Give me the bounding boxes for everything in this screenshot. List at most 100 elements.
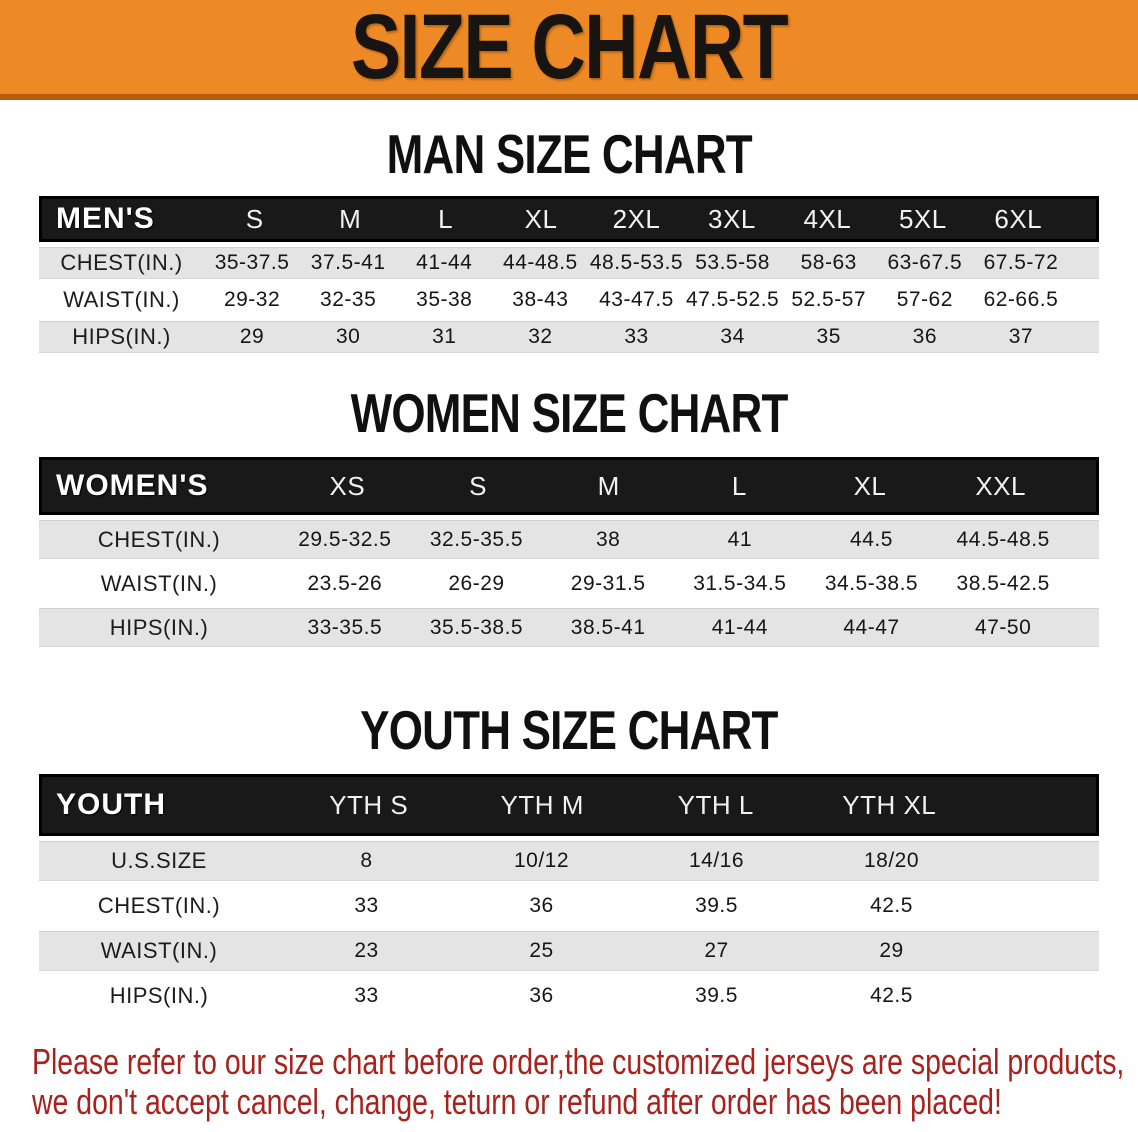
measurement-value: 27 bbox=[704, 939, 729, 962]
measurement-value: 35-37.5 bbox=[214, 251, 290, 274]
measurement-value: 34.5-38.5 bbox=[824, 571, 919, 595]
measurement-value: 33 bbox=[354, 984, 379, 1007]
measurement-label: CHEST(IN.) bbox=[97, 893, 221, 918]
youth-section-heading-text: YOUTH SIZE CHART bbox=[360, 699, 778, 761]
size-table-header-row: YOUTH YTH S YTH M YTH L YTH XL bbox=[39, 774, 1099, 836]
measurement-value: 32-35 bbox=[320, 288, 377, 311]
measurement-row: U.S.SIZE 8 10/12 14/16 18/20 bbox=[39, 841, 1099, 881]
measurement-value: 33 bbox=[624, 325, 649, 348]
men-size-table: MEN'S S M L XL 2XL 3XL 4XL 5XL 6XL CHEST(IN.) 35-37… bbox=[39, 196, 1099, 353]
measurement-value: 44.5 bbox=[850, 527, 893, 551]
measurement-value: 43-47.5 bbox=[599, 288, 674, 311]
measurement-value: 52.5-57 bbox=[791, 288, 867, 311]
measurement-label: HIPS(IN.) bbox=[72, 324, 171, 349]
size-column-header: XXL bbox=[975, 470, 1026, 501]
size-column-header: 5XL bbox=[898, 203, 947, 234]
measurement-value: 32 bbox=[528, 325, 553, 348]
measurement-value: 26-29 bbox=[448, 571, 505, 595]
measurement-value: 38.5-41 bbox=[570, 615, 646, 639]
measurement-value: 44.5-48.5 bbox=[956, 527, 1050, 551]
size-column-header: S bbox=[469, 470, 487, 501]
man-section-heading: MAN SIZE CHART bbox=[0, 126, 1138, 182]
measurement-value: 36 bbox=[912, 325, 937, 348]
disclaimer-line-2: we don't accept cancel, change, teturn o… bbox=[32, 1081, 1002, 1122]
measurement-value: 29-31.5 bbox=[570, 571, 646, 595]
measurement-value: 23 bbox=[354, 939, 379, 962]
measurement-value: 38.5-42.5 bbox=[956, 571, 1050, 595]
measurement-row: HIPS(IN.) 29 30 31 32 33 34 35 36 37 bbox=[39, 321, 1099, 353]
size-column-header: YTH S bbox=[329, 789, 409, 820]
size-column-header: YTH XL bbox=[842, 789, 937, 820]
measurement-value: 38-43 bbox=[512, 288, 569, 311]
measurement-value: 57-62 bbox=[896, 288, 953, 311]
measurement-value: 31.5-34.5 bbox=[693, 571, 787, 595]
measurement-row: CHEST(IN.) 33 36 39.5 42.5 bbox=[39, 886, 1099, 926]
youth-section-heading: YOUTH SIZE CHART bbox=[0, 702, 1138, 758]
women-size-table: WOMEN'S XS S M L XL XXL CHEST(IN.) 29.5-32.5 32.5… bbox=[39, 457, 1099, 647]
measurement-value: 23.5-26 bbox=[307, 571, 383, 595]
size-table-header-row: MEN'S S M L XL 2XL 3XL 4XL 5XL 6XL bbox=[39, 196, 1099, 242]
measurement-value: 29 bbox=[879, 939, 904, 962]
measurement-value: 35-38 bbox=[416, 288, 473, 311]
measurement-value: 63-67.5 bbox=[887, 251, 963, 274]
measurement-value: 44-47 bbox=[843, 615, 900, 639]
size-column-header: L bbox=[438, 203, 454, 234]
page-title: SIZE CHART bbox=[350, 0, 789, 98]
size-column-header: S bbox=[245, 203, 264, 234]
women-section-heading: WOMEN SIZE CHART bbox=[0, 385, 1138, 441]
size-column-header: XS bbox=[329, 470, 366, 501]
measurement-value: 53.5-58 bbox=[695, 251, 770, 274]
size-column-header: 2XL bbox=[612, 203, 661, 234]
size-column-header: M bbox=[597, 470, 620, 501]
size-column-header: 6XL bbox=[994, 203, 1043, 234]
measurement-label: WAIST(IN.) bbox=[100, 938, 218, 963]
measurement-value: 36 bbox=[529, 894, 554, 917]
measurement-value: 47-50 bbox=[975, 615, 1032, 639]
table-title-cell: MEN'S bbox=[56, 202, 155, 235]
measurement-label: CHEST(IN.) bbox=[97, 526, 221, 552]
measurement-value: 33 bbox=[354, 894, 379, 917]
measurement-value: 29 bbox=[239, 325, 265, 348]
size-column-header: L bbox=[731, 470, 747, 501]
measurement-value: 37.5-41 bbox=[310, 251, 386, 274]
measurement-label: HIPS(IN.) bbox=[109, 983, 209, 1008]
banner: SIZE CHART bbox=[0, 0, 1138, 100]
measurement-row: WAIST(IN.) 29-32 32-35 35-38 38-43 43-47.5 47.… bbox=[39, 284, 1099, 316]
measurement-label: U.S.SIZE bbox=[111, 848, 207, 873]
measurement-value: 35 bbox=[816, 325, 841, 348]
measurement-value: 18/20 bbox=[863, 849, 920, 872]
measurement-value: 8 bbox=[360, 849, 373, 872]
measurement-value: 58-63 bbox=[800, 251, 857, 274]
size-column-header: YTH M bbox=[500, 789, 584, 820]
measurement-value: 48.5-53.5 bbox=[589, 251, 684, 274]
table-title-cell: YOUTH bbox=[56, 788, 166, 821]
measurement-value: 25 bbox=[529, 939, 554, 962]
measurement-row: WAIST(IN.) 23.5-26 26-29 29-31.5 31.5-34.5 34… bbox=[39, 564, 1099, 603]
size-column-header: 4XL bbox=[803, 203, 852, 234]
youth-size-table: YOUTH YTH S YTH M YTH L YTH XL U.S.SIZE 8 10/12… bbox=[39, 774, 1099, 1016]
measurement-label: WAIST(IN.) bbox=[100, 570, 218, 596]
measurement-value: 34 bbox=[720, 325, 745, 348]
measurement-value: 42.5 bbox=[870, 894, 913, 917]
disclaimer: Please refer to our size chart before or… bbox=[0, 1042, 1138, 1122]
measurement-value: 37 bbox=[1008, 325, 1034, 348]
measurement-row: CHEST(IN.) 29.5-32.5 32.5-35.5 38 41 44.5 44.5… bbox=[39, 520, 1099, 559]
measurement-value: 31 bbox=[432, 325, 457, 348]
size-column-header: XL bbox=[853, 470, 887, 501]
measurement-label: HIPS(IN.) bbox=[109, 614, 209, 640]
measurement-value: 10/12 bbox=[513, 849, 570, 872]
measurement-value: 47.5-52.5 bbox=[685, 288, 780, 311]
measurement-row: HIPS(IN.) 33-35.5 35.5-38.5 38.5-41 41-44 44-… bbox=[39, 608, 1099, 647]
measurement-value: 38 bbox=[595, 527, 621, 551]
measurement-row: CHEST(IN.) 35-37.5 37.5-41 41-44 44-48.5 48.5… bbox=[39, 247, 1099, 279]
measurement-value: 39.5 bbox=[695, 984, 738, 1007]
measurement-label: CHEST(IN.) bbox=[60, 250, 183, 275]
measurement-row: WAIST(IN.) 23 25 27 29 bbox=[39, 931, 1099, 971]
measurement-value: 14/16 bbox=[688, 849, 745, 872]
measurement-value: 41-44 bbox=[711, 615, 768, 639]
disclaimer-line-1: Please refer to our size chart before or… bbox=[32, 1041, 1125, 1082]
measurement-value: 33-35.5 bbox=[307, 615, 383, 639]
table-title-cell: WOMEN'S bbox=[56, 469, 209, 502]
size-table-header-row: WOMEN'S XS S M L XL XXL bbox=[39, 457, 1099, 515]
